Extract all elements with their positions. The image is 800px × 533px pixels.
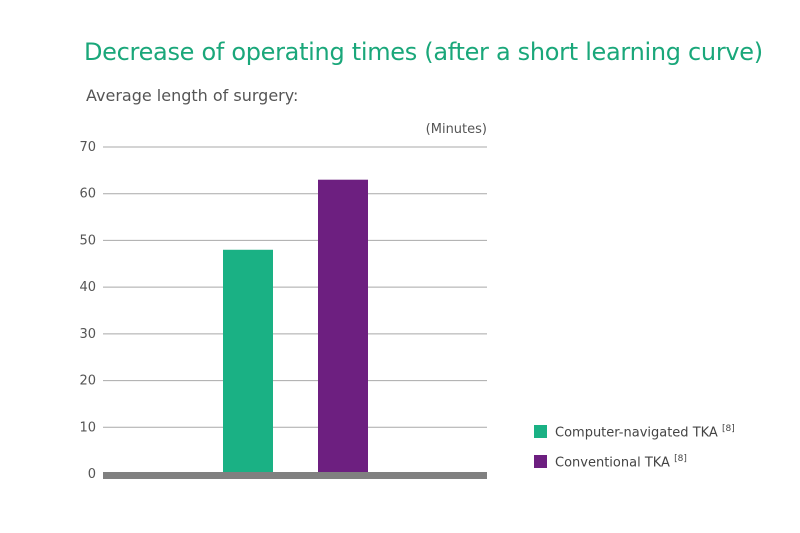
legend-item-computer-navigated: Computer-navigated TKA [8]	[534, 424, 735, 440]
y-tick-label: 10	[79, 420, 96, 435]
grid-lines	[103, 146, 487, 428]
y-axis-unit-label: (Minutes)	[426, 122, 487, 137]
y-tick-label: 50	[79, 233, 96, 248]
x-axis-baseline	[103, 472, 487, 479]
legend-item-conventional: Conventional TKA [8]	[534, 454, 687, 470]
bars	[223, 179, 368, 474]
y-axis-ticks: 0 10 20 30 40 50 60 70	[79, 140, 96, 482]
y-tick-label: 70	[79, 140, 96, 155]
chart-title: Decrease of operating times (after a sho…	[84, 38, 763, 66]
legend-reference: [8]	[721, 424, 735, 434]
legend-swatch-computer-navigated	[534, 425, 547, 439]
legend-reference: [8]	[674, 454, 687, 464]
legend-label: Computer-navigated TKA	[555, 425, 718, 441]
y-tick-label: 30	[79, 327, 96, 342]
y-tick-label: 20	[79, 374, 96, 389]
y-tick-label: 40	[79, 280, 96, 295]
legend-label: Conventional TKA	[555, 455, 670, 471]
legend-swatch-conventional	[534, 455, 547, 469]
chart-subtitle: Average length of surgery:	[86, 86, 299, 105]
bar-conventional-tka	[318, 179, 368, 474]
bar-computer-navigated-tka	[223, 249, 273, 474]
y-tick-label: 60	[79, 187, 96, 202]
y-tick-label: 0	[88, 467, 96, 482]
